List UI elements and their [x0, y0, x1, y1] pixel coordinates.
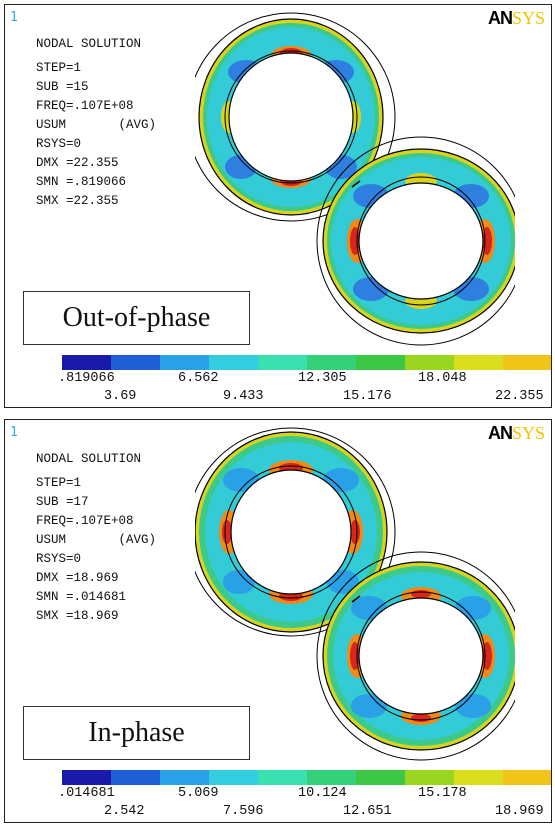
scale-tick: 15.176: [343, 389, 392, 404]
info-dmx: DMX =18.969: [36, 571, 119, 585]
scale-tick: 15.178: [418, 786, 467, 801]
info-sub: SUB =15: [36, 80, 89, 94]
info-usum: USUM (AVG): [36, 533, 157, 547]
ring-upper-left: [195, 12, 396, 222]
contour-plot: [195, 12, 515, 346]
scale-tick: 3.69: [104, 389, 137, 404]
color-scale-bar: [62, 770, 551, 785]
info-freq: FREQ=.107E+08: [36, 99, 134, 113]
color-scale-swatch: [503, 355, 551, 370]
info-title: NODAL SOLUTION: [36, 452, 142, 466]
ansys-logo: ANSYS: [487, 423, 545, 443]
info-title: NODAL SOLUTION: [36, 37, 142, 51]
info-smx: SMX =18.969: [36, 609, 119, 623]
scale-tick: 9.433: [223, 389, 264, 404]
info-smn: SMN =.014681: [36, 590, 127, 604]
scale-tick: .819066: [58, 371, 115, 386]
color-scale-swatch: [503, 770, 551, 785]
color-scale-swatch: [111, 355, 160, 370]
color-scale-swatch: [160, 355, 209, 370]
solution-info: NODAL SOLUTION STEP=1 SUB =17 FREQ=.107E…: [36, 450, 156, 626]
scale-tick: 12.651: [343, 804, 392, 819]
info-rsys: RSYS=0: [36, 137, 82, 151]
color-scale-swatch: [405, 355, 454, 370]
solution-info: NODAL SOLUTION STEP=1 SUB =15 FREQ=.107E…: [36, 35, 156, 211]
ring-lower-right: [316, 551, 515, 761]
ring-upper-left: [195, 427, 396, 637]
info-freq: FREQ=.107E+08: [36, 514, 134, 528]
scale-tick: 7.596: [223, 804, 264, 819]
scale-tick: 12.305: [298, 371, 347, 386]
color-scale-swatch: [111, 770, 160, 785]
phase-label: Out-of-phase: [23, 291, 250, 345]
ansys-logo: ANSYS: [487, 8, 545, 28]
scale-tick: .014681: [58, 786, 115, 801]
color-scale-swatch: [356, 355, 405, 370]
color-scale-swatch: [209, 355, 258, 370]
info-smx: SMX =22.355: [36, 194, 119, 208]
scale-tick: 18.969: [495, 804, 544, 819]
scale-tick: 22.355: [495, 389, 544, 404]
info-step: STEP=1: [36, 476, 82, 490]
color-scale-swatch: [258, 770, 307, 785]
info-step: STEP=1: [36, 61, 82, 75]
color-scale-swatch: [62, 770, 111, 785]
color-scale-swatch: [307, 355, 356, 370]
color-scale-bar: [62, 355, 551, 370]
color-scale-swatch: [356, 770, 405, 785]
color-scale-swatch: [258, 355, 307, 370]
in-phase-panel: 1 ANSYS NODAL SOLUTION STEP=1 SUB =17 FR…: [4, 419, 552, 823]
info-rsys: RSYS=0: [36, 552, 82, 566]
info-dmx: DMX =22.355: [36, 156, 119, 170]
info-smn: SMN =.819066: [36, 175, 127, 189]
window-number: 1: [10, 10, 18, 25]
out-of-phase-panel: 1 ANSYS NODAL SOLUTION STEP=1 SUB =15 FR…: [4, 4, 552, 408]
color-scale-swatch: [209, 770, 258, 785]
color-scale-swatch: [160, 770, 209, 785]
scale-tick: 10.124: [298, 786, 347, 801]
color-scale-swatch: [454, 770, 503, 785]
info-usum: USUM (AVG): [36, 118, 157, 132]
color-scale-swatch: [405, 770, 454, 785]
color-scale-swatch: [62, 355, 111, 370]
color-scale-swatch: [454, 355, 503, 370]
scale-tick: 18.048: [418, 371, 467, 386]
color-scale-swatch: [307, 770, 356, 785]
ring-lower-right: [316, 136, 515, 346]
scale-tick: 2.542: [104, 804, 145, 819]
scale-tick: 6.562: [178, 371, 219, 386]
contour-plot: [195, 427, 515, 761]
window-number: 1: [10, 425, 18, 440]
info-sub: SUB =17: [36, 495, 89, 509]
phase-label: In-phase: [23, 706, 250, 760]
scale-tick: 5.069: [178, 786, 219, 801]
